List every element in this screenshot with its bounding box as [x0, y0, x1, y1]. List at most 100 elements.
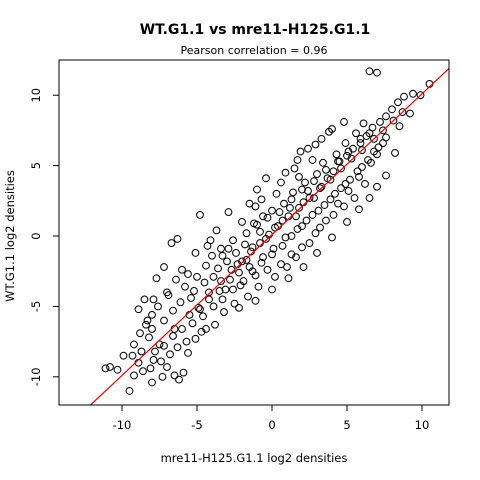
data-point — [179, 368, 188, 377]
data-point — [140, 295, 149, 304]
data-point — [149, 295, 158, 304]
data-point — [344, 147, 353, 156]
data-point — [113, 365, 122, 374]
data-point — [169, 306, 177, 315]
data-point — [302, 216, 311, 225]
data-point — [370, 134, 378, 143]
data-point — [259, 253, 267, 262]
data-point — [248, 267, 257, 276]
data-point — [373, 68, 381, 77]
data-point — [347, 154, 356, 163]
data-point — [226, 275, 234, 284]
data-point — [130, 340, 138, 349]
data-point — [316, 184, 324, 193]
y-axis-label: WT.G1.1 log2 densities — [3, 170, 17, 302]
data-point — [241, 240, 249, 249]
data-point — [263, 265, 272, 274]
data-point — [217, 277, 225, 285]
data-point — [271, 272, 279, 281]
plot-frame — [58, 59, 450, 406]
data-point — [308, 211, 317, 219]
data-point — [256, 227, 264, 236]
data-point — [329, 211, 338, 219]
data-point — [239, 277, 248, 285]
data-point — [184, 270, 192, 278]
data-point — [328, 233, 336, 242]
data-point — [202, 325, 210, 333]
data-point — [268, 206, 276, 215]
data-point — [286, 203, 294, 212]
data-point — [199, 312, 207, 321]
data-point — [172, 275, 180, 284]
data-point — [292, 212, 300, 221]
data-point — [373, 182, 381, 191]
data-point — [346, 175, 354, 184]
data-point — [329, 167, 338, 176]
data-point — [145, 333, 153, 342]
data-point — [262, 174, 270, 183]
data-point — [305, 239, 314, 247]
data-point — [218, 295, 227, 304]
data-point — [176, 298, 185, 307]
data-point — [163, 363, 171, 371]
data-point — [355, 172, 363, 181]
data-point — [374, 143, 383, 152]
data-point — [311, 140, 320, 149]
data-point — [221, 285, 230, 294]
x-tick-label: 0 — [268, 418, 275, 432]
data-point — [395, 122, 404, 131]
data-point — [232, 249, 240, 257]
data-point — [148, 310, 156, 319]
data-point — [229, 285, 237, 294]
data-point — [160, 341, 168, 350]
data-point — [158, 372, 167, 381]
data-point — [287, 232, 296, 240]
data-point — [253, 185, 261, 194]
data-point — [298, 243, 306, 252]
y-tick-label: 10 — [29, 88, 43, 103]
y-tick-label: -5 — [29, 301, 43, 312]
data-point — [344, 187, 353, 195]
data-point — [215, 287, 224, 295]
x-axis-label: mre11-H125.G1.1 log2 densities — [161, 451, 348, 465]
x-tick-label: 5 — [343, 418, 350, 432]
data-point — [388, 105, 396, 114]
data-point — [337, 164, 345, 173]
data-point — [304, 187, 312, 195]
data-point — [146, 364, 155, 373]
data-point — [251, 296, 260, 305]
data-point — [379, 139, 387, 147]
data-point — [332, 150, 341, 159]
fit-line-layer — [89, 68, 449, 405]
data-point — [148, 378, 156, 387]
data-point — [257, 258, 266, 267]
data-point — [308, 156, 317, 164]
data-point — [268, 250, 276, 259]
data-point — [191, 249, 200, 257]
y-tick-label: -10 — [29, 367, 43, 386]
data-point — [373, 150, 381, 159]
data-point — [263, 213, 272, 222]
data-point — [178, 265, 186, 274]
data-point — [106, 363, 114, 371]
data-point — [382, 112, 390, 121]
data-point — [283, 263, 291, 271]
data-point — [182, 337, 191, 346]
data-point — [305, 194, 314, 202]
data-point — [340, 118, 348, 126]
data-point — [167, 239, 176, 247]
data-point — [341, 139, 350, 147]
data-point — [173, 234, 182, 243]
data-point — [313, 249, 321, 257]
data-point — [316, 223, 324, 232]
data-point — [281, 233, 290, 242]
data-point — [194, 303, 203, 312]
data-point — [229, 236, 237, 245]
data-point — [188, 319, 197, 328]
data-point — [358, 163, 366, 171]
data-point — [164, 291, 173, 300]
x-tick-label: -5 — [191, 418, 202, 432]
data-point — [137, 347, 146, 356]
